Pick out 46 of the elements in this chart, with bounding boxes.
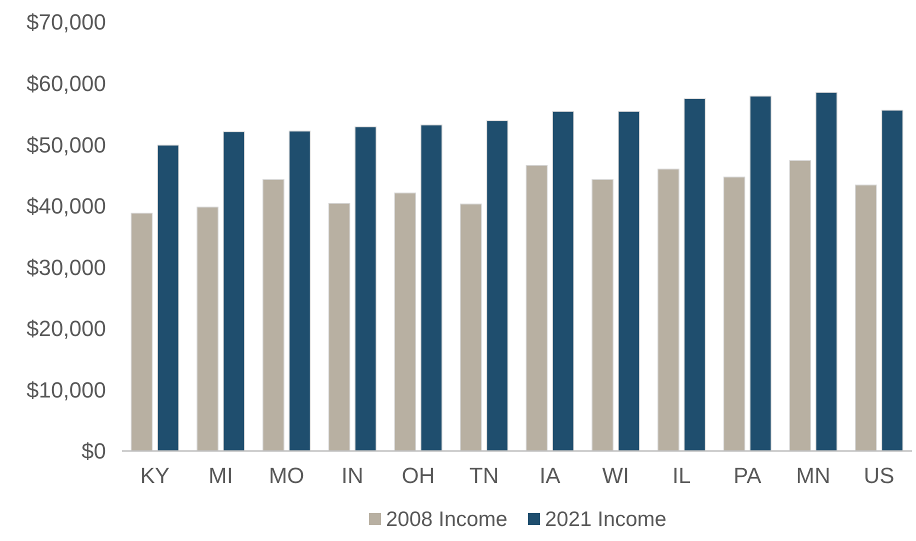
bar	[592, 179, 614, 452]
bar	[789, 160, 812, 452]
y-tick-label: $60,000	[26, 70, 106, 96]
x-tick-label: OH	[402, 463, 435, 488]
y-tick-label: $40,000	[26, 194, 106, 219]
bar	[130, 212, 153, 452]
x-tick-label: IL	[672, 463, 691, 488]
bar	[526, 165, 548, 452]
x-tick-label: PA	[734, 463, 762, 488]
bar	[684, 98, 706, 452]
bar	[157, 144, 180, 452]
bar	[552, 111, 574, 452]
bar	[262, 179, 284, 452]
bar	[618, 111, 640, 452]
bar	[815, 92, 838, 452]
bar	[420, 124, 442, 452]
bar	[723, 176, 746, 452]
bar	[460, 204, 482, 452]
x-tick-label: US	[864, 463, 894, 488]
y-tick-label: $30,000	[26, 254, 106, 280]
y-tick-label: $20,000	[26, 316, 106, 342]
y-tick-label: $0	[82, 438, 106, 464]
bar	[288, 130, 311, 452]
bar	[328, 203, 350, 452]
bar	[881, 110, 904, 452]
x-tick-label: IA	[540, 463, 561, 488]
x-tick-label: KY	[140, 463, 170, 488]
x-tick-label: MO	[268, 463, 304, 488]
x-tick-label: IN	[341, 463, 364, 488]
x-tick-label: MN	[796, 463, 830, 488]
bar	[657, 168, 680, 452]
bar	[196, 206, 219, 452]
y-tick-label: $10,000	[26, 377, 106, 402]
bar	[222, 131, 245, 452]
x-tick-label: WI	[602, 463, 630, 488]
y-tick-label: $70,000	[26, 10, 106, 35]
bar	[394, 192, 416, 452]
bar	[486, 120, 508, 452]
x-tick-label: TN	[469, 463, 499, 488]
y-tick-label: $50,000	[26, 132, 106, 158]
bar	[750, 96, 772, 452]
bar	[354, 126, 377, 452]
legend-label: 2008 Income	[386, 508, 508, 531]
x-tick-label: MI	[208, 463, 233, 488]
bar	[854, 184, 877, 452]
legend-label: 2021 Income	[545, 508, 666, 531]
